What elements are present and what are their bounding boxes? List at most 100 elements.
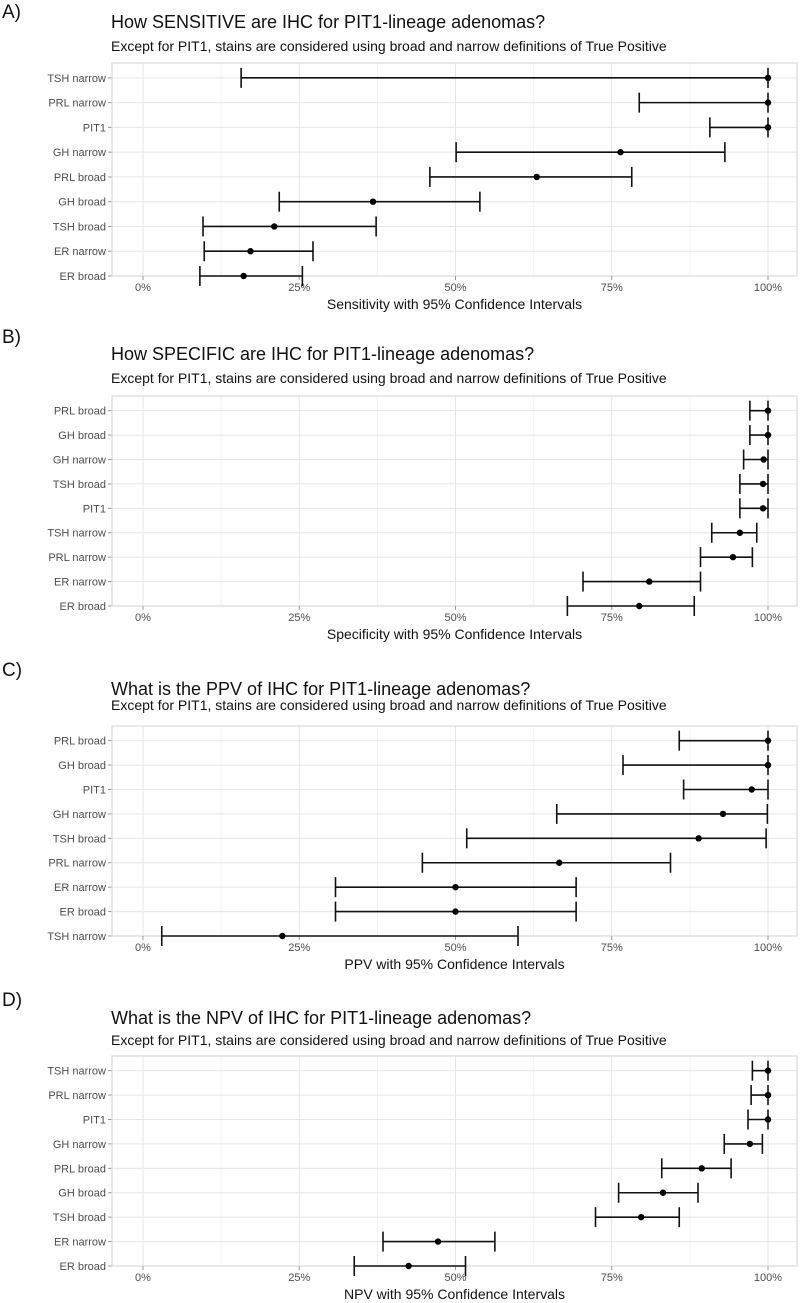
y-tick-label: ER broad [60,907,106,919]
x-tick-label: 50% [444,282,466,294]
panel-tag: D) [2,990,23,1011]
chart-subtitle: Except for PIT1, stains are considered u… [111,1032,667,1048]
y-tick-label: ER narrow [54,577,106,589]
point-estimate [764,407,772,414]
point-estimate [646,578,653,585]
y-tick-label: ER narrow [54,1237,106,1249]
plot-border [111,395,798,607]
forest-plot-ppv: PRL broad GH broad PIT1 GH narrow TSH broad P… [47,725,798,972]
y-tick-label: PRL narrow [48,98,106,110]
point-estimate [759,505,767,512]
forest-plot-specificity: PRL broad GH broad GH narrow TSH broad PIT1 T… [47,395,798,642]
chart-title: How SENSITIVE are IHC for PIT1-lineage a… [111,12,546,32]
point-estimate [764,74,772,82]
x-tick-label: 50% [444,1272,466,1284]
y-tick-label: PRL narrow [48,858,106,870]
point-estimate [746,1140,754,1148]
y-tick-label: TSH broad [53,833,106,845]
point-estimate [764,1091,772,1099]
point-estimate [617,148,624,156]
y-tick-label: PIT1 [83,122,106,134]
x-tick-label: 0% [135,942,151,954]
panel-tag: A) [2,2,21,23]
y-tick-label: GH broad [58,1188,106,1200]
point-estimate [764,1067,772,1074]
x-axis-label: PPV with 95% Confidence Intervals [344,956,564,972]
point-estimate [247,248,254,255]
plot-background [112,396,797,606]
y-tick-label: ER narrow [54,882,106,894]
x-axis-label: Specificity with 95% Confidence Interval… [327,626,582,642]
y-tick-label: PRL broad [54,1163,106,1175]
chart-title: How SPECIFIC are IHC for PIT1-lineage ad… [111,344,535,364]
x-tick-label: 75% [601,1272,623,1284]
x-axis-label: NPV with 95% Confidence Intervals [344,1286,565,1302]
y-tick-label: ER broad [60,1261,106,1273]
y-tick-label: GH broad [58,197,106,209]
y-tick-label: ER broad [60,601,106,613]
point-estimate [659,1189,667,1196]
plot-background [112,726,797,936]
y-tick-label: ER broad [60,271,106,283]
point-estimate [764,1116,772,1123]
x-tick-label: 50% [444,612,466,624]
y-tick-label: PRL broad [54,406,106,418]
y-tick-label: PRL narrow [48,552,106,564]
panel-a: A) How SENSITIVE are IHC for PIT1-lineag… [0,0,800,320]
point-estimate [533,173,540,181]
point-estimate [240,272,247,280]
y-tick-label: ER narrow [54,246,106,258]
y-tick-label: TSH broad [53,1212,106,1224]
x-tick-label: 0% [135,612,151,624]
x-axis-label: Sensitivity with 95% Confidence Interval… [327,296,582,312]
y-tick-label: GH broad [58,760,106,772]
y-tick-label: PRL broad [54,172,106,184]
x-tick-label: 100% [754,1272,782,1284]
y-tick-label: GH narrow [53,1139,106,1151]
y-tick-label: TSH narrow [47,931,106,943]
plot-background [112,1056,797,1266]
y-tick-label: TSH narrow [47,1066,106,1078]
point-estimate [764,761,772,769]
point-estimate [405,1262,412,1270]
chart-title: What is the PPV of IHC for PIT1-lineage … [111,679,531,699]
point-estimate [729,553,737,561]
x-tick-label: 25% [288,282,310,294]
point-estimate [279,932,286,940]
x-tick-label: 0% [135,1272,151,1284]
point-estimate [719,810,727,818]
chart-subtitle: Except for PIT1, stains are considered u… [111,697,667,713]
x-tick-label: 75% [601,612,623,624]
point-estimate [760,456,767,463]
chart-subtitle: Except for PIT1, stains are considered u… [111,370,667,386]
forest-plot-sensitivity: TSH narrow PRL narrow PIT1 GH narrow PRL bro… [47,62,798,312]
plot-background [112,63,797,276]
y-tick-label: PIT1 [83,1114,106,1126]
point-estimate [764,737,772,744]
point-estimate [452,883,459,891]
x-tick-label: 25% [288,1272,310,1284]
point-estimate [452,908,459,915]
x-tick-label: 75% [601,282,623,294]
point-estimate [556,859,563,866]
x-tick-label: 0% [135,282,151,294]
y-tick-label: GH narrow [53,454,106,466]
point-estimate [759,480,767,488]
y-tick-label: PIT1 [83,784,106,796]
point-estimate [369,198,377,205]
y-tick-label: GH narrow [53,147,106,159]
y-tick-label: GH broad [58,430,106,442]
y-tick-label: TSH broad [53,221,106,233]
y-tick-label: TSH narrow [47,528,106,540]
point-estimate [736,529,744,536]
y-tick-label: PRL broad [54,736,106,748]
point-estimate [695,835,702,842]
point-estimate [764,431,772,439]
x-tick-label: 100% [754,282,782,294]
y-tick-label: TSH broad [53,479,106,491]
panel-tag: B) [2,327,21,348]
point-estimate [271,223,278,230]
x-tick-label: 25% [288,942,310,954]
